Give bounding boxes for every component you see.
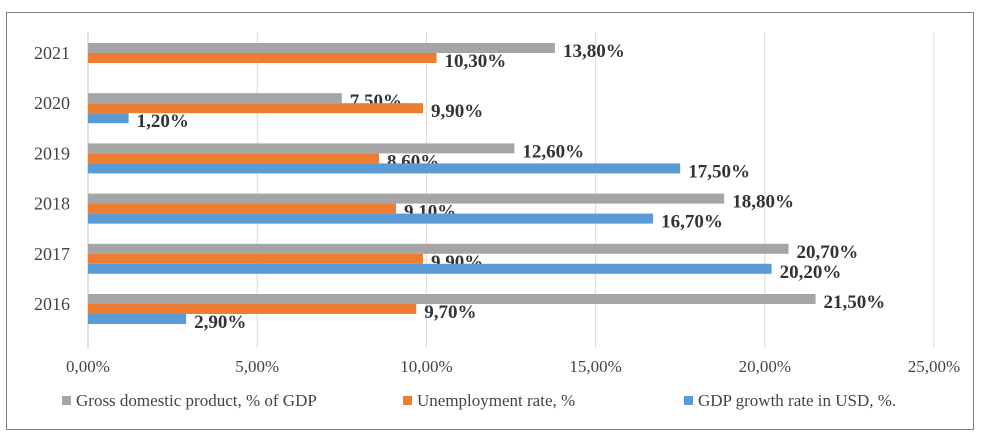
legend-swatch [62, 396, 71, 405]
bar-gdp-growth [88, 213, 654, 224]
bar-unemployment [88, 53, 437, 63]
category-label: 2018 [34, 194, 70, 214]
bar-gdp [88, 294, 816, 304]
category-label: 2016 [34, 294, 70, 314]
category-label: 2020 [34, 93, 70, 113]
bar-gdp-growth [88, 113, 129, 124]
bar-unemployment [88, 153, 380, 164]
category-label: 2021 [34, 43, 70, 63]
legend-label: Unemployment rate, % [417, 391, 575, 410]
data-label: 20,70% [796, 242, 858, 263]
bar-unemployment [88, 103, 424, 114]
data-label: 1,20% [137, 111, 189, 132]
legend-label: Gross domestic product, % of GDP [76, 391, 317, 410]
data-label: 2,90% [194, 312, 246, 333]
legend-label: GDP growth rate in USD, %. [698, 391, 896, 410]
data-label: 16,70% [661, 212, 723, 233]
bar-gdp [88, 43, 555, 53]
bar-unemployment [88, 253, 424, 264]
bar-gdp [88, 243, 789, 254]
x-tick-label: 20,00% [739, 357, 791, 376]
data-label: 10,30% [445, 51, 507, 72]
data-label: 9,90% [431, 101, 483, 122]
data-label: 17,50% [688, 161, 750, 182]
data-label: 9,70% [424, 302, 476, 323]
data-label: 13,80% [563, 41, 625, 62]
bar-gdp-growth [88, 314, 187, 324]
category-label: 2019 [34, 143, 70, 163]
bar-gdp-growth [88, 163, 681, 174]
x-tick-label: 0,00% [66, 357, 110, 376]
bar-gdp [88, 193, 725, 204]
bar-unemployment [88, 203, 396, 214]
data-label: 18,80% [732, 192, 794, 213]
x-tick-label: 15,00% [569, 357, 621, 376]
legend-swatch [684, 396, 693, 405]
data-label: 12,60% [522, 141, 584, 162]
bar-gdp [88, 93, 342, 104]
legend-swatch [403, 396, 412, 405]
bar-unemployment [88, 304, 417, 314]
x-tick-label: 10,00% [400, 357, 452, 376]
category-label: 2017 [34, 244, 70, 264]
x-tick-label: 5,00% [235, 357, 279, 376]
x-tick-label: 25,00% [908, 357, 960, 376]
data-label: 20,20% [780, 262, 842, 283]
bar-gdp-growth [88, 263, 772, 274]
bar-gdp [88, 143, 515, 154]
data-label: 21,50% [824, 292, 886, 313]
